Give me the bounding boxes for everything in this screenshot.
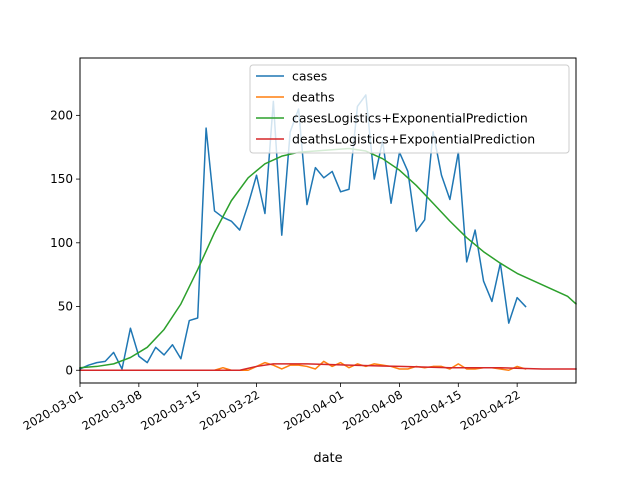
y-tick-label-0: 0 [65,363,73,377]
plot-frame [79,57,577,384]
series-line-0 [79,94,527,370]
legend-frame [249,64,570,154]
y-axis: 0 50 100 150 200 [50,108,80,377]
y-tick-label-3: 150 [50,172,73,186]
x-axis-label: date [313,451,342,466]
legend-label-1: deaths [292,90,335,105]
legend-label-3: deathsLogistics+ExponentialPrediction [292,132,535,147]
series-line-3 [79,363,577,371]
y-tick-label-4: 200 [50,108,73,122]
legend-label-2: casesLogistics+ExponentialPrediction [292,111,528,126]
y-tick-label-2: 100 [50,236,73,250]
legend-label-0: cases [292,69,327,84]
y-tick-label-1: 50 [58,300,73,314]
legend: cases deaths casesLogistics+ExponentialPre… [249,64,570,154]
